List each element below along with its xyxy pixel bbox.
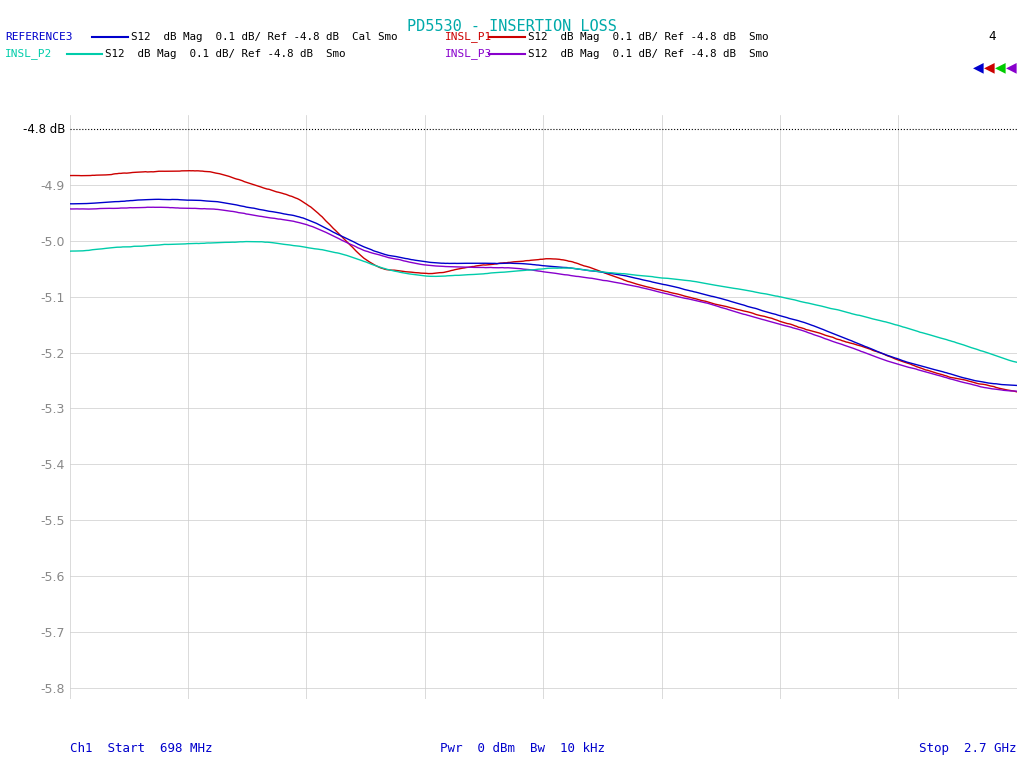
Text: S12  dB Mag  0.1 dB/ Ref -4.8 dB  Smo: S12 dB Mag 0.1 dB/ Ref -4.8 dB Smo	[528, 31, 769, 42]
Text: ◀: ◀	[973, 61, 983, 74]
Text: -4.8 dB: -4.8 dB	[24, 123, 66, 136]
Text: INSL_P2: INSL_P2	[5, 48, 52, 59]
Text: ◀: ◀	[995, 61, 1006, 74]
Text: S12  dB Mag  0.1 dB/ Ref -4.8 dB  Smo: S12 dB Mag 0.1 dB/ Ref -4.8 dB Smo	[105, 48, 346, 59]
Text: PD5530 - INSERTION LOSS: PD5530 - INSERTION LOSS	[408, 19, 616, 35]
Text: Pwr  0 dBm  Bw  10 kHz: Pwr 0 dBm Bw 10 kHz	[440, 743, 605, 755]
Text: Ch1  Start  698 MHz: Ch1 Start 698 MHz	[70, 743, 212, 755]
Text: Stop  2.7 GHz: Stop 2.7 GHz	[920, 743, 1017, 755]
Text: ◀: ◀	[1007, 61, 1017, 74]
Text: ◀: ◀	[984, 61, 994, 74]
Text: INSL_P3: INSL_P3	[445, 48, 493, 59]
Text: S12  dB Mag  0.1 dB/ Ref -4.8 dB  Smo: S12 dB Mag 0.1 dB/ Ref -4.8 dB Smo	[528, 48, 769, 59]
Text: S12  dB Mag  0.1 dB/ Ref -4.8 dB  Cal Smo: S12 dB Mag 0.1 dB/ Ref -4.8 dB Cal Smo	[131, 31, 397, 42]
Text: 4: 4	[988, 31, 995, 43]
Text: REFERENCE3: REFERENCE3	[5, 31, 73, 42]
Text: INSL_P1: INSL_P1	[445, 31, 493, 42]
